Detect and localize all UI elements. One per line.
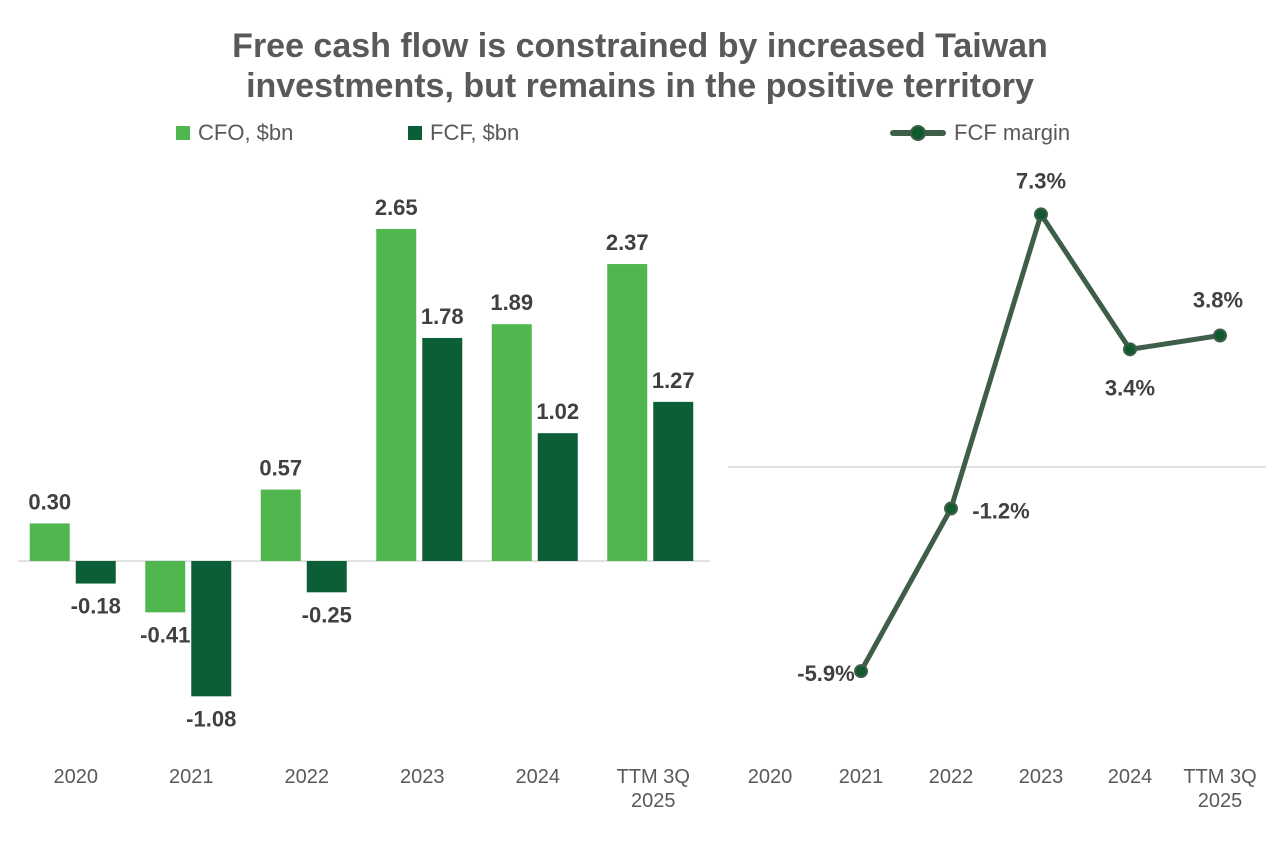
line-x-tick-3: 2023 bbox=[1019, 766, 1064, 788]
cfo-label-2: 0.57 bbox=[259, 456, 302, 481]
fcf-bar-4 bbox=[537, 433, 578, 561]
fcf-margin-point-4 bbox=[1123, 342, 1137, 357]
bar-x-tick-5: TTM 3Q 2025 bbox=[617, 766, 690, 812]
cfo-bar-5 bbox=[607, 264, 648, 561]
fcf-bar-2 bbox=[306, 561, 347, 593]
line-x-tick-5: TTM 3Q 2025 bbox=[1183, 766, 1256, 812]
fcf-bar-5 bbox=[653, 401, 694, 561]
fcf-label-3: 1.78 bbox=[421, 304, 464, 329]
fcf-margin-point-2 bbox=[944, 501, 958, 516]
fcf-margin-label-5: 3.8% bbox=[1193, 288, 1243, 313]
line-x-tick-0: 2020 bbox=[748, 766, 793, 788]
fcf-label-0: -0.18 bbox=[71, 594, 121, 619]
legend-fcf-label: FCF, $bn bbox=[430, 120, 520, 145]
legend-fcf-margin-label: FCF margin bbox=[954, 120, 1071, 145]
fcf-bar-1 bbox=[191, 561, 232, 697]
chart-title: Free cash flow is constrained by increas… bbox=[0, 26, 1280, 106]
cfo-bar-0 bbox=[29, 523, 70, 561]
fcf-margin-point-5 bbox=[1213, 328, 1227, 343]
fcf-label-4: 1.02 bbox=[536, 399, 579, 424]
legend-cfo: CFO, $bn bbox=[176, 120, 293, 146]
fcf-label-1: -1.08 bbox=[186, 706, 236, 731]
bar-chart: 0.30 -0.18 2020 -0.41 -1.08 2021 0.57 -0.25 2022… bbox=[18, 195, 710, 812]
cfo-bar-3 bbox=[376, 228, 417, 561]
bar-x-tick-4: 2024 bbox=[516, 766, 561, 788]
legend-fcf-margin-marker bbox=[910, 125, 926, 141]
cfo-label-3: 2.65 bbox=[375, 195, 418, 220]
chart-title-line-2: investments, but remains in the positive… bbox=[246, 67, 1034, 105]
fcf-bar-0 bbox=[75, 561, 116, 584]
fcf-margin-point-3 bbox=[1034, 207, 1048, 222]
line-x-tick-2: 2022 bbox=[929, 766, 974, 788]
bar-x-tick-1: 2021 bbox=[169, 766, 214, 788]
cfo-label-1: -0.41 bbox=[140, 622, 190, 647]
bar-x-tick-0: 2020 bbox=[54, 766, 99, 788]
fcf-margin-label-3: 7.3% bbox=[1016, 168, 1066, 193]
legend-fcf-margin: FCF margin bbox=[890, 120, 1070, 146]
line-x-tick-4: 2024 bbox=[1108, 766, 1153, 788]
legend-cfo-swatch bbox=[176, 126, 190, 140]
chart-title-line-1: Free cash flow is constrained by increas… bbox=[232, 27, 1048, 65]
fcf-bar-3 bbox=[422, 337, 463, 561]
line-x-tick-1: 2021 bbox=[839, 766, 884, 788]
fcf-margin-line bbox=[858, 211, 1221, 673]
cfo-bar-4 bbox=[491, 324, 532, 561]
legend-cfo-label: CFO, $bn bbox=[198, 120, 294, 145]
fcf-margin-label-1: -5.9% bbox=[797, 661, 854, 686]
bar-x-tick-2: 2022 bbox=[285, 766, 330, 788]
legend-fcf-swatch bbox=[408, 126, 422, 140]
cfo-label-4: 1.89 bbox=[490, 290, 533, 315]
fcf-label-5: 1.27 bbox=[652, 368, 695, 393]
cfo-bar-1 bbox=[145, 561, 186, 613]
cfo-label-5: 2.37 bbox=[606, 230, 649, 255]
fcf-margin-label-2: -1.2% bbox=[972, 499, 1029, 524]
fcf-margin-label-4: 3.4% bbox=[1105, 375, 1155, 400]
line-chart: -5.9% -1.2% 7.3% 3.4% 3.8% 2020 2021 2022 2023 20… bbox=[728, 168, 1266, 812]
legend-fcf: FCF, $bn bbox=[408, 120, 519, 146]
legend-fcf-margin-line bbox=[890, 125, 946, 141]
fcf-margin-point-1 bbox=[854, 664, 868, 679]
cfo-label-0: 0.30 bbox=[28, 489, 71, 514]
cfo-bar-2 bbox=[260, 489, 301, 561]
fcf-label-2: -0.25 bbox=[302, 602, 352, 627]
bar-x-tick-3: 2023 bbox=[400, 766, 445, 788]
